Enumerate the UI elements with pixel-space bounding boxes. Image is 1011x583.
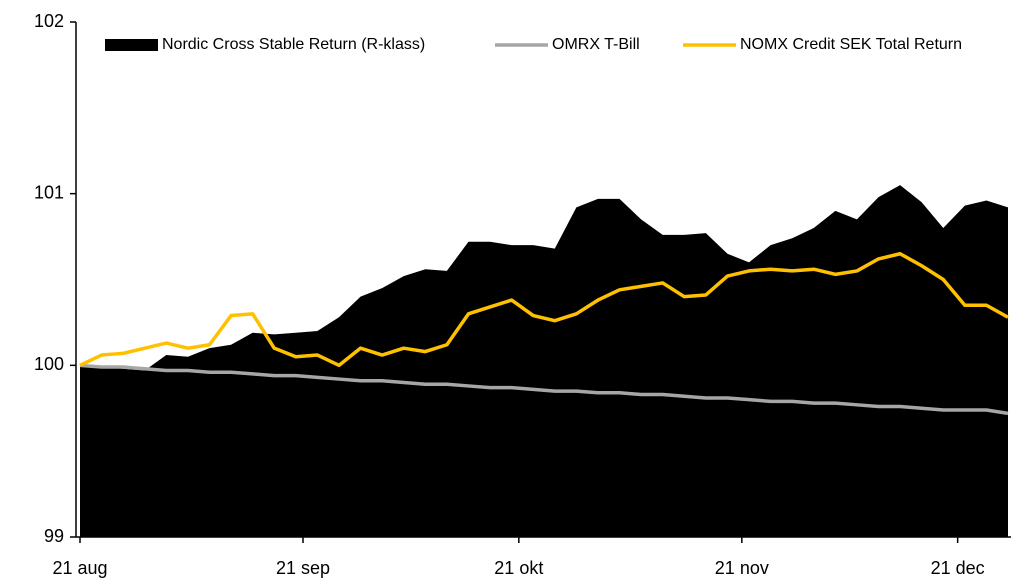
- legend-label: Nordic Cross Stable Return (R-klass): [162, 36, 425, 53]
- area: [80, 185, 1008, 538]
- legend-label: OMRX T-Bill: [552, 36, 640, 53]
- x-tick-label: 21 okt: [494, 558, 543, 578]
- line: [79, 252, 1009, 368]
- x-tick-label: 21 dec: [931, 558, 985, 578]
- x-tick-label: 21 aug: [52, 558, 107, 578]
- y-tick-label: 99: [44, 526, 64, 546]
- x-tick-label: 21 nov: [715, 558, 769, 578]
- y-tick-label: 102: [34, 11, 64, 31]
- x-tick-label: 21 sep: [276, 558, 330, 578]
- line: [79, 363, 1009, 416]
- y-tick-label: 101: [34, 182, 64, 202]
- y-tick-label: 100: [34, 354, 64, 374]
- legend-swatch: [105, 39, 158, 51]
- legend-label: NOMX Credit SEK Total Return: [740, 36, 962, 53]
